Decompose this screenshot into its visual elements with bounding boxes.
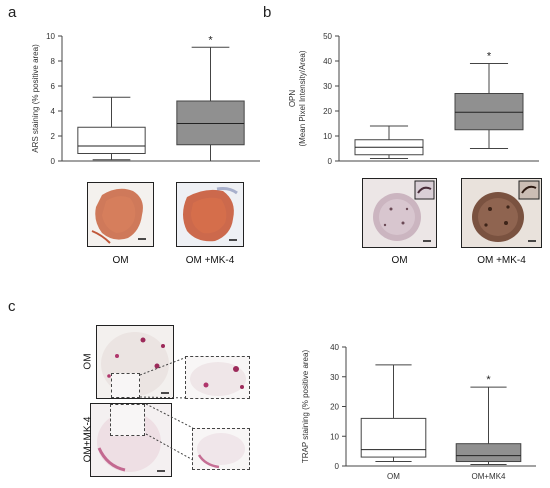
ars-tissue-om-image	[88, 183, 153, 246]
trap-om-mk4-zoom-region	[110, 404, 145, 436]
panel-letter-c: c	[8, 298, 16, 315]
y-tick-label: 20	[323, 107, 332, 116]
box-iqr	[360, 417, 427, 458]
trap-side-label-om-mk4: OM+MK-4	[82, 416, 94, 463]
opn-tissue-om-image	[363, 179, 436, 247]
box-iqr	[176, 100, 245, 146]
box-iqr	[454, 93, 524, 131]
y-axis-label: (Mean Pixel Intensity/Area)	[298, 50, 307, 146]
x-tick-label: OM+MK4	[471, 472, 506, 481]
ars-micrograph-om-mk4	[176, 182, 244, 247]
box-iqr	[455, 443, 522, 463]
y-tick-label: 0	[335, 462, 340, 471]
trap-om-zoom-image	[190, 362, 246, 396]
y-tick-label: 2	[51, 132, 56, 141]
y-tick-label: 0	[51, 157, 56, 166]
chart-a: 0 2 4 6 8 10 ARS staining (% positive area) *	[31, 32, 260, 166]
significance-marker: *	[487, 51, 492, 63]
opn-tissue-om-mk4-image	[462, 179, 541, 247]
y-tick-label: 30	[323, 82, 332, 91]
trap-side-label-om: OM	[82, 353, 94, 370]
trap-om-zoom-inset	[185, 356, 250, 399]
chart-b: 0 10 20 30 40 50 OPN (Mean Pixel Intensity/Area…	[288, 32, 539, 166]
significance-marker: *	[486, 374, 491, 386]
trap-om-zoom-connector	[139, 356, 188, 399]
ars-tissue-om-mk4-image	[177, 183, 243, 246]
y-tick-label: 20	[330, 403, 339, 412]
y-tick-label: 4	[51, 107, 56, 116]
opn-label-om-mk4: OM +MK-4	[477, 255, 526, 266]
y-axis-label: OPN	[288, 90, 297, 108]
ars-label-om-mk4: OM +MK-4	[185, 255, 235, 266]
y-axis-label: ARS staining (% positive area)	[31, 44, 40, 153]
trap-om-mk4-zoom-inset	[192, 428, 250, 470]
significance-marker: *	[208, 34, 213, 46]
y-tick-label: 10	[330, 432, 339, 441]
panel-letter-a: a	[8, 4, 17, 21]
y-tick-label: 10	[46, 32, 55, 41]
opn-micrograph-om-mk4	[461, 178, 542, 248]
x-tick-label: OM	[387, 472, 400, 481]
opn-micrograph-om	[362, 178, 437, 248]
ars-label-om: OM	[112, 255, 129, 266]
trap-om-mk4-zoom-image	[197, 433, 245, 469]
y-tick-label: 50	[323, 32, 332, 41]
opn-label-om: OM	[391, 255, 408, 266]
y-tick-label: 0	[328, 157, 333, 166]
panel-letter-b: b	[263, 4, 272, 21]
y-tick-label: 10	[323, 132, 332, 141]
trap-om-mk4-zoom-connector	[145, 403, 194, 461]
trap-om-zoom-region	[111, 373, 140, 398]
y-tick-label: 8	[51, 57, 56, 66]
box-iqr	[77, 126, 146, 154]
chart-c: 0 10 20 30 40 TRAP staining (% positive area)…	[301, 343, 536, 481]
y-tick-label: 40	[330, 343, 339, 352]
y-axis-label: TRAP staining (% positive area)	[301, 350, 310, 464]
y-tick-label: 6	[51, 82, 56, 91]
y-tick-label: 40	[323, 57, 332, 66]
ars-micrograph-om	[87, 182, 154, 247]
y-tick-label: 30	[330, 373, 339, 382]
